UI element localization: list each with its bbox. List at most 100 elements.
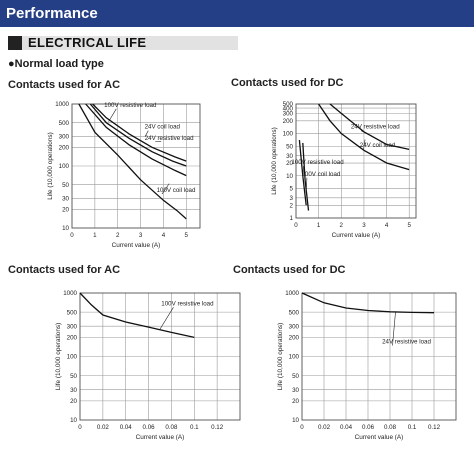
series-leader-0 (392, 312, 396, 346)
y-tick-label: 400 (283, 105, 294, 112)
y-tick-label: 20 (286, 160, 293, 167)
x-axis-label: Current value (A) (112, 242, 161, 249)
series-leader-0 (159, 307, 174, 330)
y-tick-label: 50 (292, 373, 299, 380)
x-tick-label: 0 (78, 424, 82, 431)
series-label-3: 100V coil load (301, 171, 340, 178)
x-tick-label: 0 (300, 424, 304, 431)
y-axis-label: Life (10,000 operations) (55, 323, 62, 391)
y-tick-label: 2 (290, 202, 294, 209)
y-tick-label: 30 (286, 153, 293, 160)
x-axis-label: Current value (A) (136, 434, 185, 441)
y-axis-label: Life (10,000 operations) (47, 132, 54, 200)
x-tick-label: 0.06 (362, 424, 375, 431)
plot-frame (71, 103, 201, 229)
section-title: ELECTRICAL LIFE (28, 35, 147, 50)
y-tick-label: 100 (67, 354, 78, 361)
y-tick-label: 200 (67, 335, 78, 342)
series-label-1: 24V coil load (360, 142, 396, 149)
y-tick-label: 3 (290, 195, 294, 202)
series-leader-3 (161, 183, 170, 195)
x-tick-label: 0.08 (165, 424, 178, 431)
x-tick-label: 0 (70, 232, 74, 239)
y-tick-label: 100 (289, 354, 300, 361)
x-tick-label: 3 (139, 232, 143, 239)
series-line-1 (318, 103, 410, 171)
x-tick-label: 0.12 (428, 424, 441, 431)
chart-4-heading: Contacts used for DC (233, 264, 346, 276)
y-tick-label: 500 (283, 101, 294, 108)
x-tick-label: 0.04 (120, 424, 133, 431)
plot-frame (295, 103, 417, 219)
x-tick-label: 3 (362, 222, 366, 229)
x-tick-label: 0.12 (211, 424, 224, 431)
y-tick-label: 50 (286, 143, 293, 150)
y-tick-label: 10 (286, 173, 293, 180)
y-axis-label: Life (10,000 operations) (271, 127, 278, 195)
y-tick-label: 300 (67, 323, 78, 330)
x-tick-label: 0.06 (143, 424, 156, 431)
series-leader-0 (361, 130, 367, 134)
y-tick-label: 30 (70, 387, 77, 394)
y-tick-label: 20 (62, 207, 69, 214)
series-leader-1 (363, 139, 366, 150)
y-tick-label: 500 (67, 309, 78, 316)
series-line-3 (78, 103, 187, 220)
chart-3-heading: Contacts used for AC (8, 264, 121, 276)
series-leader-1 (144, 130, 149, 137)
series-line-3 (302, 142, 310, 211)
x-tick-label: 0.1 (408, 424, 417, 431)
y-tick-label: 50 (62, 182, 69, 189)
y-tick-label: 10 (292, 417, 299, 424)
series-leader-3 (305, 177, 308, 193)
y-tick-label: 1 (290, 215, 294, 222)
x-tick-label: 4 (162, 232, 166, 239)
x-tick-label: 0.02 (97, 424, 110, 431)
y-tick-label: 1000 (55, 101, 69, 108)
x-axis-label: Current value (A) (332, 232, 381, 239)
y-tick-label: 100 (59, 163, 70, 170)
y-tick-label: 30 (292, 387, 299, 394)
y-tick-label: 300 (283, 111, 294, 118)
series-line-1 (85, 103, 187, 177)
x-tick-label: 5 (407, 222, 411, 229)
bullet-icon: ● (8, 58, 15, 70)
series-label-0: 24V resistive load (351, 124, 400, 131)
x-tick-label: 2 (116, 232, 120, 239)
y-tick-label: 1000 (285, 290, 299, 297)
series-line-0 (329, 103, 410, 151)
y-tick-label: 1000 (63, 290, 77, 297)
series-line-0 (301, 292, 435, 314)
section-square-icon (8, 36, 22, 50)
series-label-1: 24V coil load (145, 124, 181, 131)
y-tick-label: 5 (290, 186, 294, 193)
x-tick-label: 0.1 (190, 424, 199, 431)
x-tick-label: 4 (385, 222, 389, 229)
x-tick-label: 0.04 (340, 424, 353, 431)
series-label-3: 100V coil load (157, 187, 196, 194)
series-leader-0 (108, 108, 117, 122)
y-tick-label: 20 (70, 398, 77, 405)
series-label-0: 100V resistive load (104, 102, 157, 109)
y-tick-label: 500 (289, 309, 300, 316)
x-tick-label: 0.08 (384, 424, 397, 431)
series-label-0: 100V resistive load (161, 300, 214, 307)
load-type-text: Normal load type (14, 58, 104, 70)
y-tick-label: 300 (59, 134, 70, 141)
x-tick-label: 1 (93, 232, 97, 239)
chart-2-heading: Contacts used for DC (231, 77, 344, 89)
y-tick-label: 200 (283, 118, 294, 125)
header-title: Performance (6, 5, 98, 22)
x-tick-label: 1 (317, 222, 321, 229)
series-leader-2 (302, 165, 304, 180)
y-axis-label: Life (10,000 operations) (277, 323, 284, 391)
y-tick-label: 500 (59, 120, 70, 127)
y-tick-label: 200 (59, 145, 70, 152)
plot-frame (301, 292, 457, 421)
chart-1-heading: Contacts used for AC (8, 79, 121, 91)
x-tick-label: 2 (340, 222, 344, 229)
x-tick-label: 0.02 (318, 424, 331, 431)
